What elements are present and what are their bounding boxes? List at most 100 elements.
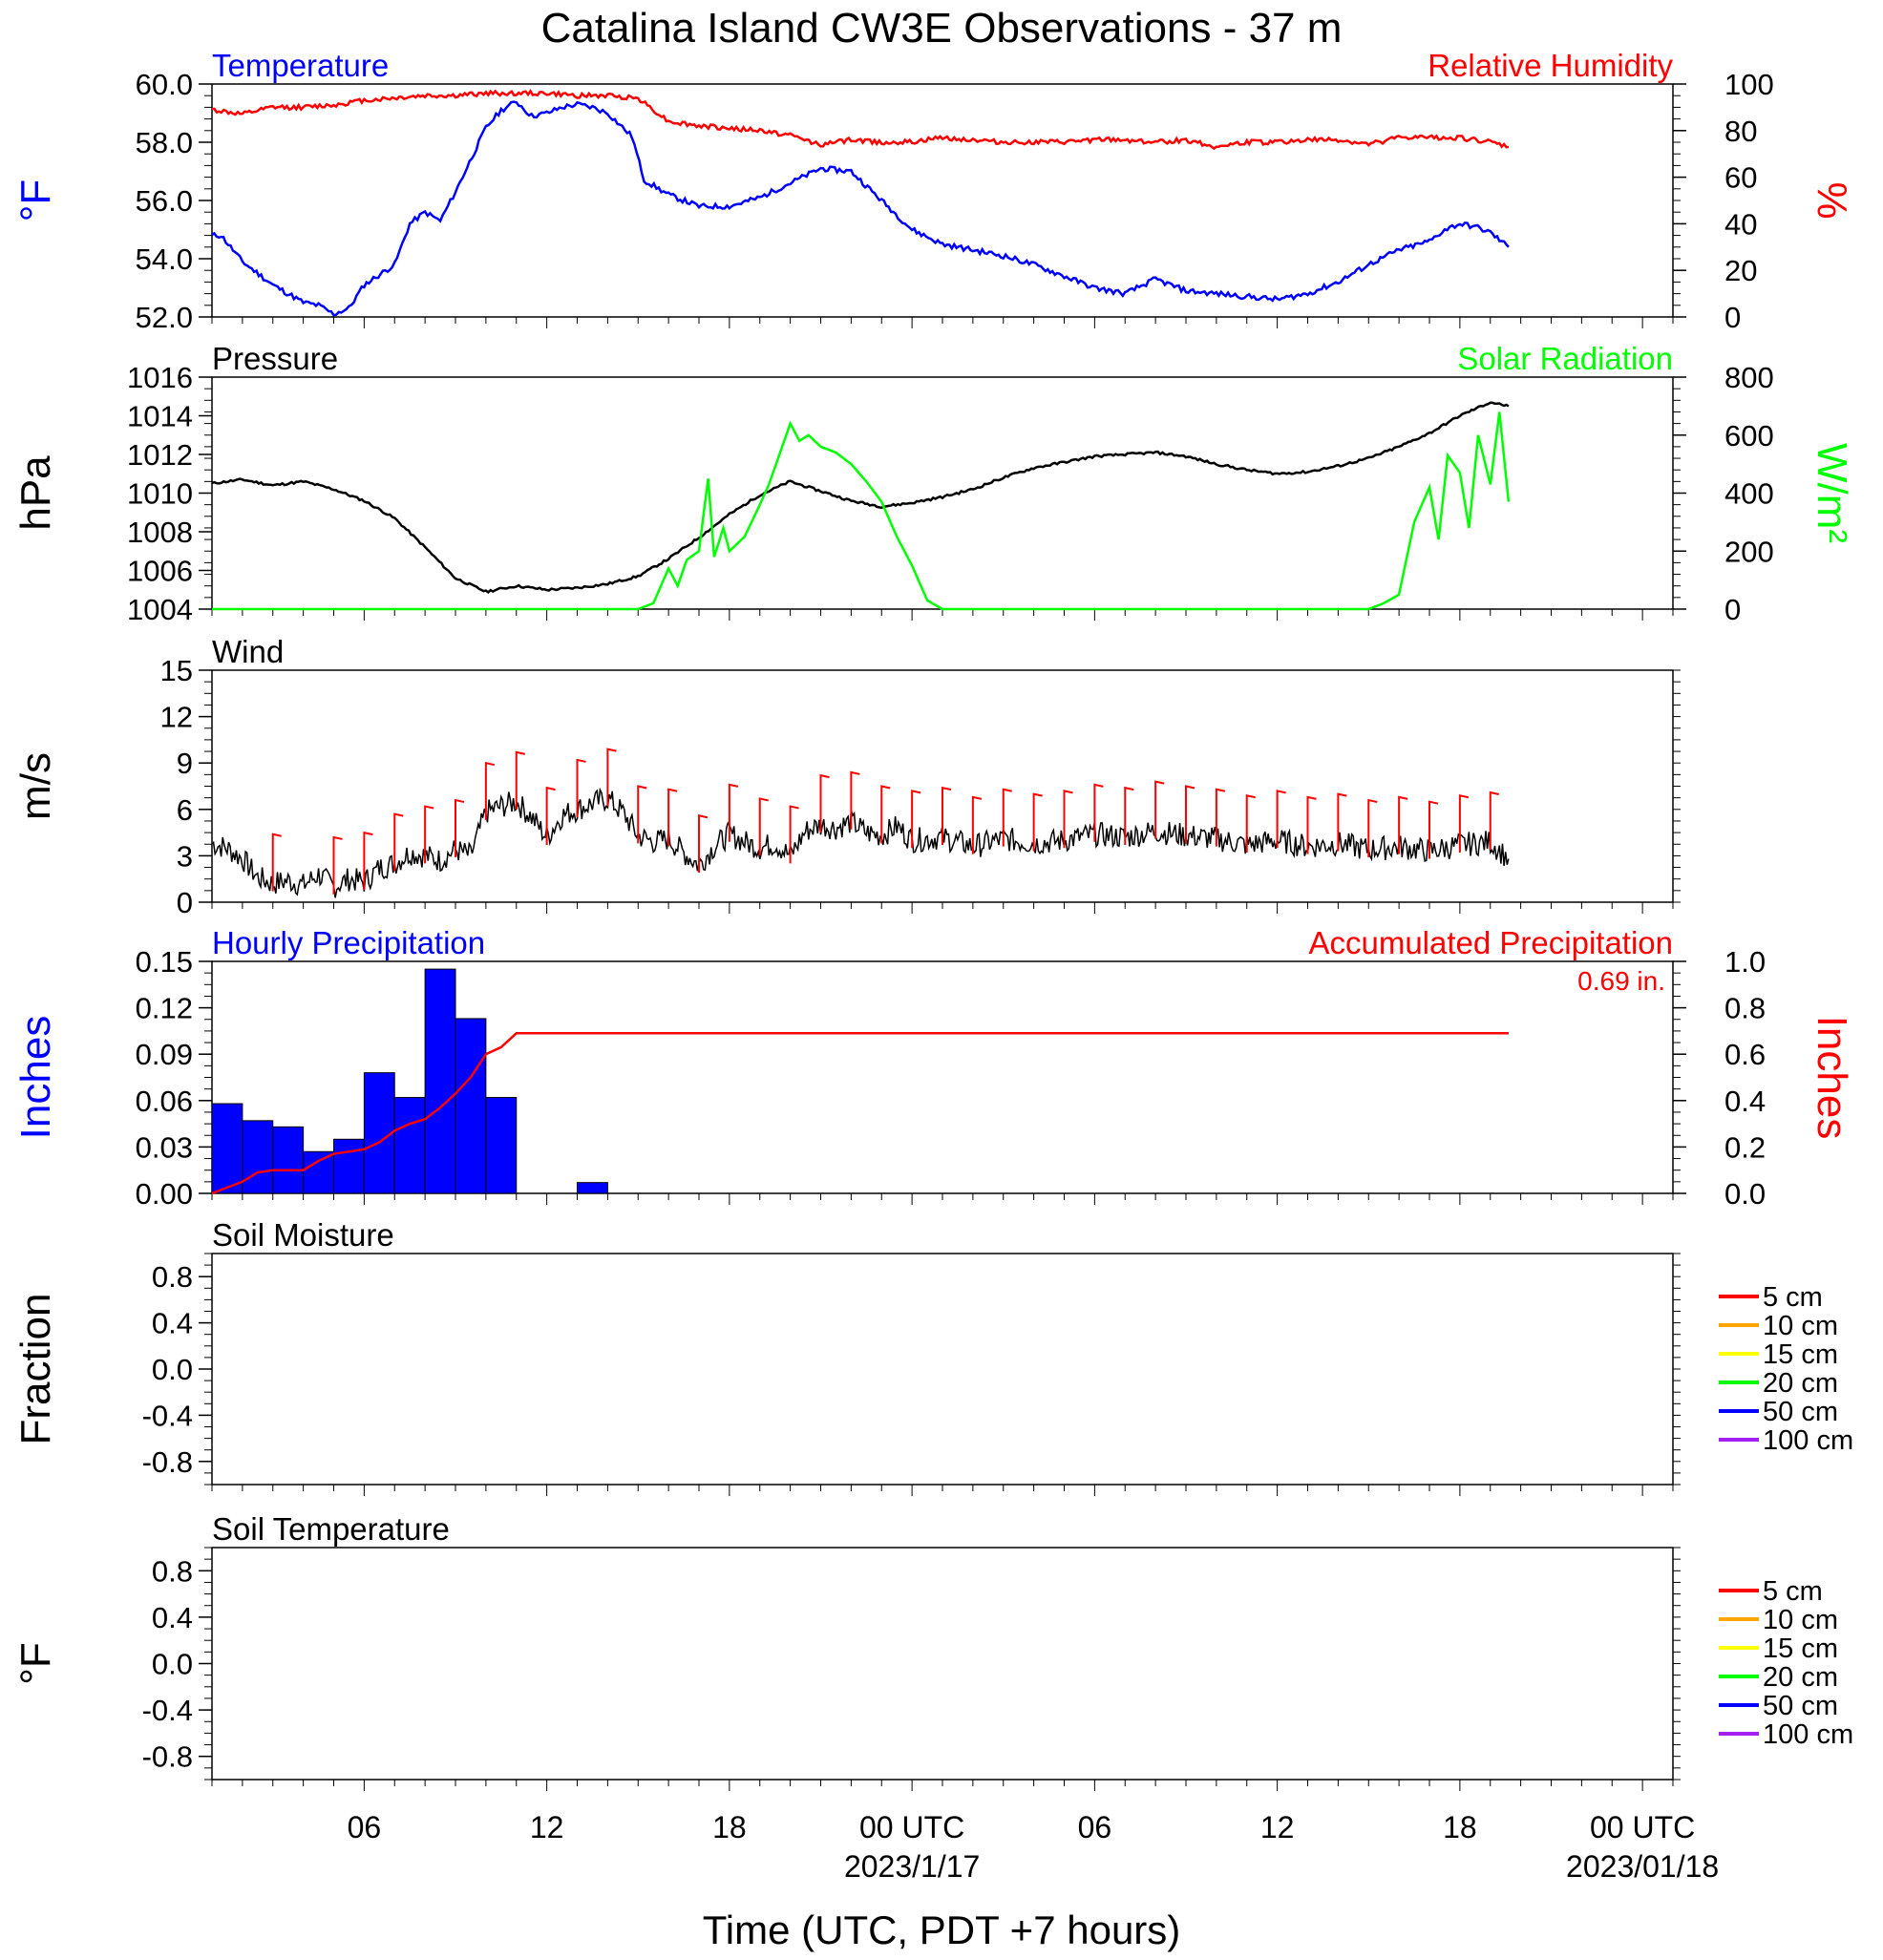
y-tick-label-left: 1004: [127, 593, 193, 626]
wind-barb: [1458, 793, 1470, 854]
legend-label: 15 cm: [1763, 1339, 1838, 1370]
accum-total-label: 0.69 in.: [1577, 966, 1665, 996]
y-tick-label-left: 3: [177, 839, 193, 873]
series-temperature: [211, 100, 1510, 317]
y-tick-label-left: 0.4: [152, 1601, 193, 1634]
legend-label: 50 cm: [1763, 1691, 1838, 1721]
panel-title-left: Hourly Precipitation: [212, 925, 485, 960]
wind-barb: [1306, 795, 1317, 854]
legend-label: 100 cm: [1763, 1425, 1853, 1456]
date-label: 2023/1/17: [844, 1849, 980, 1884]
panel-title-left: Pressure: [212, 341, 338, 376]
y-axis-label-left: Inches: [12, 1016, 59, 1140]
legend-label: 20 cm: [1763, 1368, 1838, 1399]
wind-barb: [1185, 785, 1195, 844]
y-tick-label-left: -0.8: [142, 1740, 193, 1774]
panel-frame: [211, 83, 1674, 318]
precip-bar: [424, 968, 456, 1194]
panel-title-right: Solar Radiation: [1457, 341, 1673, 376]
y-tick-label-left: 12: [160, 701, 193, 734]
wind-barb: [455, 798, 465, 857]
y-tick-label-left: 0.8: [152, 1260, 193, 1294]
legend-label: 20 cm: [1763, 1662, 1838, 1693]
wind-barb: [758, 797, 769, 856]
y-tick-label-left: 1016: [127, 361, 193, 394]
wind-barb: [911, 790, 921, 849]
y-tick-label-left: 0.09: [136, 1038, 193, 1071]
wind-barb: [971, 795, 983, 854]
y-tick-label-right: 200: [1724, 535, 1774, 568]
panel-frame: [211, 1547, 1674, 1781]
wind-barb: [1367, 798, 1378, 857]
series-solar-radiation: [212, 411, 1511, 611]
y-tick-label-left: 52.0: [136, 301, 193, 334]
panel-temperature-humidity: 52.0 54.0 56.0 58.0 60.0 0 20 40 60 80 100 Temperat…: [12, 48, 1855, 334]
y-axis-label-left: m/s: [12, 752, 59, 820]
y-tick-label-left: -0.4: [142, 1399, 193, 1432]
panel-title-right: Accumulated Precipitation: [1308, 925, 1673, 960]
panel-wind: 0 3 6 9 12 15 Wind m/s: [12, 634, 1681, 919]
y-tick-label-right: 0: [1724, 593, 1741, 626]
y-tick-label-left: 54.0: [136, 242, 193, 276]
time-tick-label: 12: [1260, 1810, 1295, 1844]
wind-barb: [332, 835, 343, 895]
y-tick-label-left: 1014: [127, 400, 193, 433]
time-tick-label: 06: [348, 1810, 382, 1844]
wind-barb: [1154, 780, 1165, 839]
time-tick-label: 00 UTC: [859, 1810, 964, 1844]
y-tick-label-right: 80: [1724, 115, 1757, 148]
wind-barb: [424, 805, 434, 864]
time-tick-label: 00 UTC: [1590, 1810, 1695, 1844]
y-tick-label-left: 9: [177, 747, 193, 780]
y-tick-label-right: 800: [1724, 361, 1774, 394]
wind-barb: [271, 832, 282, 892]
panel-precipitation: 0.00 0.03 0.06 0.09 0.12 0.15 0.0 0.2 0.4 0.6 0.8 1…: [12, 925, 1855, 1211]
legend-label: 15 cm: [1763, 1633, 1838, 1664]
y-tick-label-left: -0.4: [142, 1694, 193, 1727]
panel-title-left: Wind: [212, 634, 284, 669]
wind-barb: [698, 814, 709, 874]
wind-barb: [1124, 786, 1134, 845]
wind-barb: [667, 788, 678, 847]
panel-title-left: Soil Temperature: [212, 1511, 450, 1547]
y-axis-label-left: hPa: [12, 455, 59, 531]
panel-title-left: Temperature: [212, 48, 389, 83]
precip-bar: [272, 1126, 305, 1194]
y-axis-label-left: Fraction: [12, 1294, 59, 1445]
wind-barb: [1032, 792, 1043, 852]
y-tick-label-left: 0.0: [152, 1353, 193, 1386]
time-tick-label: 18: [712, 1810, 747, 1844]
y-tick-label-left: 0.06: [136, 1085, 193, 1118]
y-tick-label-left: 0.15: [136, 945, 193, 979]
y-tick-label-right: 400: [1724, 477, 1774, 511]
legend-label: 10 cm: [1763, 1311, 1838, 1341]
panel-frame: [211, 376, 1674, 610]
panel-pressure-solar: 1004 1006 1008 1010 1012 1014 1016 0 200 400 600 80…: [12, 341, 1855, 626]
y-tick-label-left: 0.8: [152, 1554, 193, 1588]
y-tick-label-left: 0.4: [152, 1307, 193, 1340]
y-axis-label-right: Inches: [1809, 1016, 1855, 1140]
y-axis-label-left: °F: [12, 1642, 59, 1684]
series-wind: [211, 787, 1510, 898]
wind-barb: [1337, 792, 1347, 852]
y-tick-label-left: 60.0: [136, 68, 193, 101]
precip-bar: [577, 1182, 608, 1194]
y-axis-label-left: °F: [12, 179, 59, 221]
wind-barb: [850, 770, 860, 830]
wind-barb: [545, 786, 556, 845]
wind-barb: [1215, 788, 1226, 847]
y-tick-label-right: 40: [1724, 207, 1757, 241]
wind-barb: [1063, 790, 1073, 849]
legend-label: 10 cm: [1763, 1605, 1838, 1635]
y-tick-label-right: 60: [1724, 161, 1757, 195]
wind-barb: [1428, 800, 1439, 859]
wind-barb: [637, 785, 647, 844]
series-pressure: [211, 401, 1510, 595]
wind-barb: [728, 783, 739, 842]
y-tick-label-left: 0.0: [152, 1648, 193, 1681]
panel-soil-moisture: -0.8 -0.4 0.0 0.4 0.8 Soil Moisture Fraction 5 …: [12, 1217, 1853, 1496]
y-tick-label-right: 0.2: [1724, 1130, 1766, 1164]
y-tick-label-right: 1.0: [1724, 945, 1766, 979]
y-tick-label-right: 0.6: [1724, 1038, 1766, 1071]
